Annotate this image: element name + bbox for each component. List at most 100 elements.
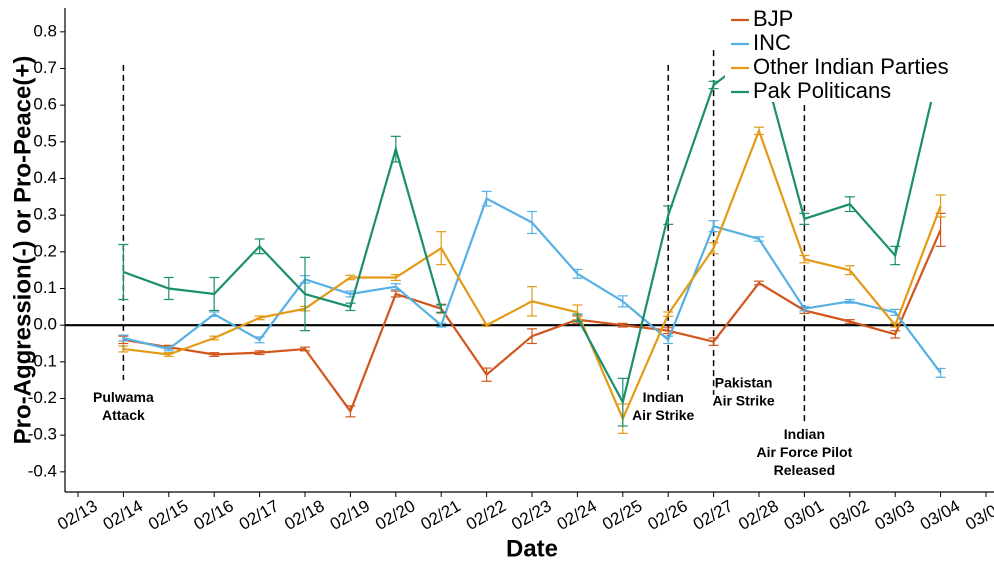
x-tick-label: 02/13 — [54, 496, 100, 534]
event-label: Attack — [102, 407, 145, 423]
legend-box — [725, 6, 970, 102]
x-tick-label: 02/24 — [554, 496, 600, 534]
x-tick-label: 02/15 — [145, 496, 191, 534]
y-tick-label: -0.4 — [28, 461, 57, 480]
error-bar — [300, 346, 310, 352]
x-tick-label: 03/04 — [917, 496, 963, 534]
event-label: Released — [774, 462, 835, 478]
legend-label: Other Indian Parties — [753, 54, 949, 79]
series-line — [123, 229, 942, 414]
legend-label: Pak Politicans — [753, 78, 891, 103]
error-bar — [527, 286, 537, 317]
y-tick-label: -0.2 — [28, 388, 57, 407]
error-bar — [481, 323, 492, 327]
event-label: Indian — [784, 426, 825, 442]
error-bar — [254, 238, 265, 255]
event-label: Pulwama — [93, 389, 154, 405]
error-bar — [345, 274, 356, 281]
error-bar — [754, 280, 764, 286]
error-bar — [890, 330, 901, 339]
error-bar — [300, 256, 310, 332]
error-bar — [617, 322, 628, 328]
error-bar — [209, 311, 220, 317]
error-bar — [163, 276, 174, 301]
error-bar — [436, 322, 447, 328]
error-bar — [481, 190, 492, 207]
error-bar — [118, 334, 129, 342]
error-bar — [935, 194, 946, 218]
x-axis-title: Date — [506, 535, 558, 562]
error-bar — [663, 205, 674, 225]
x-tick-label: 03/05 — [962, 496, 994, 534]
error-bar — [572, 268, 583, 279]
error-bar — [935, 367, 946, 378]
y-tick-label: 0.1 — [33, 278, 57, 297]
error-bar — [390, 283, 401, 291]
legend-label: BJP — [753, 6, 793, 31]
x-tick-label: 02/20 — [372, 496, 418, 534]
error-bar — [708, 220, 719, 233]
error-bar — [663, 335, 674, 345]
y-tick-label: 0.0 — [33, 315, 57, 334]
error-bar — [481, 367, 492, 382]
x-tick-label: 02/23 — [508, 496, 554, 534]
error-bar — [890, 322, 901, 328]
event-label: Air Strike — [712, 393, 774, 409]
error-bar — [935, 212, 946, 247]
y-axis-title: Pro-Aggression(-) or Pro-Peace(+) — [9, 56, 36, 445]
error-bar — [254, 350, 265, 356]
x-tick-label: 02/28 — [735, 496, 781, 534]
y-tick-label: 0.8 — [33, 21, 57, 40]
error-bar — [708, 242, 719, 255]
error-bar — [390, 290, 401, 298]
error-bar — [345, 405, 356, 418]
error-bar — [527, 328, 537, 345]
error-bar — [799, 212, 810, 225]
y-tick-label: 0.2 — [33, 241, 57, 260]
x-tick-label: 03/03 — [872, 496, 918, 534]
x-tick-label: 02/14 — [100, 496, 146, 534]
error-bar — [527, 210, 537, 235]
y-tick-label: 0.3 — [33, 205, 57, 224]
error-bar — [436, 231, 447, 266]
x-tick-label: 02/25 — [599, 496, 645, 534]
error-bar — [390, 273, 401, 282]
error-bar — [754, 236, 764, 242]
error-bar — [118, 345, 129, 353]
error-bar — [799, 254, 810, 264]
error-bar — [617, 295, 628, 308]
error-bar — [163, 352, 174, 357]
x-tick-label: 02/22 — [463, 496, 509, 534]
error-bar — [390, 135, 401, 163]
error-bar — [799, 305, 810, 312]
error-bar — [844, 265, 855, 276]
error-bar — [572, 313, 583, 323]
event-label: Air Strike — [632, 407, 694, 423]
x-tick-label: 02/16 — [191, 496, 237, 534]
error-bar — [209, 276, 220, 312]
error-bar — [844, 196, 855, 213]
x-tick-label: 02/21 — [418, 496, 464, 534]
error-bar — [890, 245, 901, 266]
y-tick-label: -0.3 — [28, 425, 57, 444]
y-tick-label: 0.5 — [33, 131, 57, 150]
legend-label: INC — [753, 30, 791, 55]
error-bar — [209, 352, 220, 357]
x-tick-label: 02/26 — [645, 496, 691, 534]
event-label: Air Force Pilot — [757, 444, 853, 460]
y-tick-label: 0.4 — [33, 168, 57, 187]
error-bar — [118, 243, 129, 301]
event-label: Pakistan — [715, 375, 773, 391]
x-tick-label: 02/17 — [236, 496, 282, 534]
error-bar — [209, 335, 220, 341]
error-bar — [254, 315, 265, 321]
error-bar — [708, 80, 719, 90]
x-tick-label: 03/02 — [826, 496, 872, 534]
y-tick-label: 0.6 — [33, 95, 57, 114]
error-bar — [844, 298, 855, 304]
y-tick-label: -0.1 — [28, 351, 57, 370]
error-bar — [708, 337, 719, 346]
